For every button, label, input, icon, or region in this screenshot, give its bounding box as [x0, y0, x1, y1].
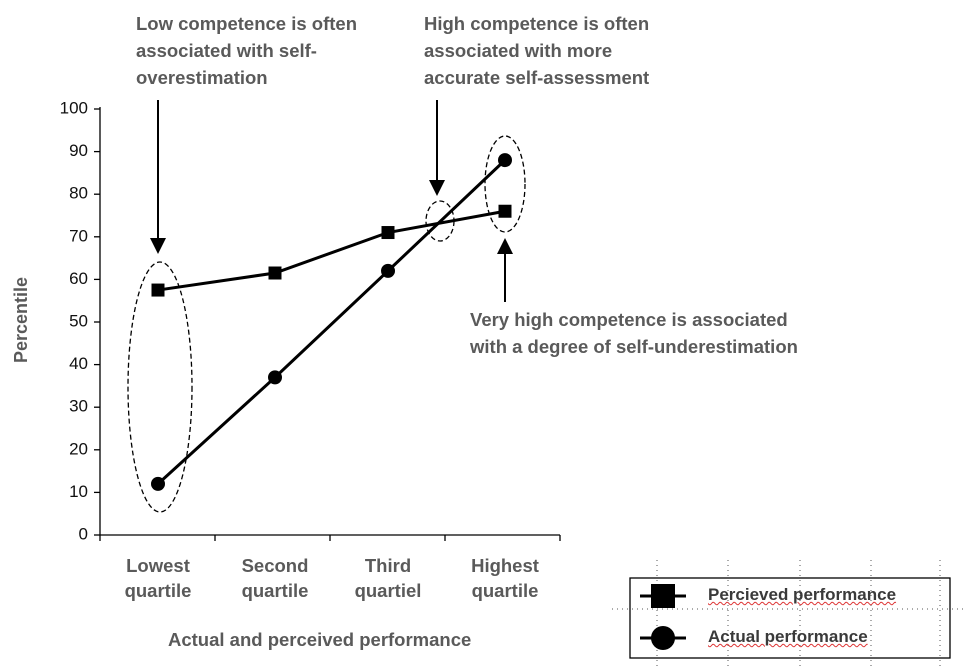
legend-marker — [651, 626, 675, 650]
point — [268, 266, 282, 280]
annotation: associated with more — [424, 40, 613, 61]
point — [151, 476, 165, 491]
annotation: accurate self-assessment — [424, 67, 650, 88]
x-axis-title: Actual and perceived performance — [168, 629, 472, 650]
series-line — [156, 159, 507, 485]
legend-marker — [651, 584, 675, 608]
y-tick-label: 40 — [69, 354, 88, 373]
point — [268, 370, 282, 385]
y-tick-label: 20 — [69, 439, 88, 458]
y-tick-label: 50 — [69, 311, 88, 330]
series-line — [157, 209, 506, 292]
highlight-ellipse — [127, 261, 193, 513]
annotation: with a degree of self-underestimation — [470, 336, 798, 357]
legend-box — [629, 577, 951, 659]
y-tick-label: 70 — [69, 226, 88, 245]
y-tick-label: 90 — [69, 141, 88, 160]
legend-label: Actual performance — [708, 627, 868, 646]
annotation: High competence is often — [424, 13, 650, 34]
x-tick-label: Third quartiel — [354, 555, 422, 601]
y-tick-label: 80 — [69, 184, 88, 203]
legend-label: Percieved performance — [708, 585, 897, 604]
y-tick-label: 30 — [69, 397, 88, 416]
point — [381, 263, 395, 278]
annotation: associated with self- — [136, 40, 317, 61]
annotation: Very high competence is associated — [470, 309, 788, 330]
y-tick-label: 10 — [69, 482, 88, 501]
x-tick-label: Lowest quartile — [124, 555, 192, 601]
y-tick-label: 100 — [60, 98, 88, 117]
annotation: Low competence is often — [136, 13, 358, 34]
y-tick-label: 0 — [79, 524, 88, 543]
x-tick-label: Second quartile — [241, 555, 309, 601]
y-axis-title: Percentile — [11, 277, 31, 363]
highlight-ellipse — [484, 135, 526, 233]
point — [381, 226, 395, 240]
x-tick-label: Highest quartile — [471, 555, 539, 601]
point — [498, 204, 512, 218]
point — [498, 153, 512, 168]
annotation: overestimation — [136, 67, 268, 88]
y-tick-label: 60 — [69, 269, 88, 288]
point — [151, 283, 165, 297]
